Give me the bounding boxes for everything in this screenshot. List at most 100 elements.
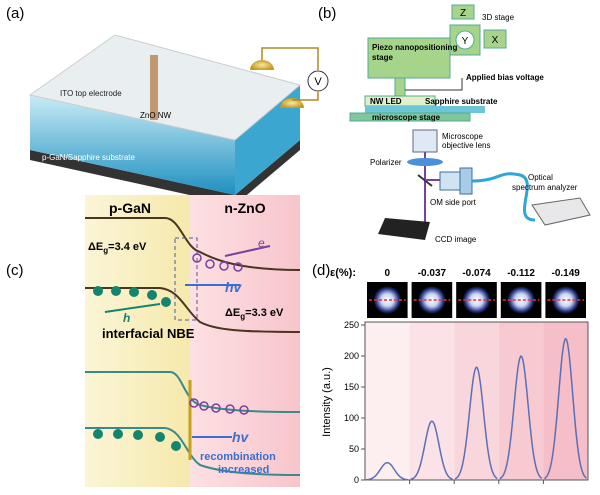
strain-title: ε(%):: [330, 267, 356, 279]
piezo-stage: [367, 37, 451, 79]
analyzer: [531, 197, 591, 226]
column-bg: [409, 322, 455, 480]
photon-label: hv: [225, 279, 243, 295]
polarizer: [407, 158, 443, 166]
y-tick-label: 0: [354, 475, 359, 485]
intensity-peak: [410, 420, 453, 481]
voltmeter: [307, 70, 329, 92]
axis-label: Z: [460, 8, 466, 19]
ccd-label: CCD image: [435, 235, 477, 244]
polarizer-label: Polarizer: [370, 158, 402, 167]
note: increased: [218, 464, 269, 476]
substrate-label: p-GaN/Sapphire substrate: [42, 153, 135, 162]
panel-label: (a): [6, 5, 24, 22]
bias-label: Applied bias voltage: [466, 73, 544, 82]
top-face: [28, 34, 302, 141]
side-face: [235, 85, 300, 195]
wire: [405, 78, 463, 91]
n-region: [190, 195, 300, 487]
emission-spot: [507, 286, 536, 314]
arrow: [224, 245, 271, 257]
front-face: [30, 95, 235, 195]
intensity-peak: [454, 366, 498, 480]
microscope-stage-label: microscope stage: [372, 113, 441, 122]
intensity-peak: [365, 461, 409, 481]
strain-label: 0: [385, 268, 391, 279]
y-tick-label: 200: [344, 351, 359, 361]
stage-block: [451, 4, 475, 20]
hole-label: h: [123, 311, 130, 325]
stage-knob: [455, 30, 475, 50]
y-axis-title: Intensity (a.u.): [321, 367, 333, 437]
gap-label: ΔEg=3.3 eV: [225, 307, 284, 321]
led-label: NW LED: [370, 97, 402, 106]
objective: [412, 129, 438, 153]
y-tick-label: 50: [349, 444, 359, 454]
band-edge: [85, 217, 301, 271]
y-tick-label: 150: [344, 382, 359, 392]
strain-label: -0.037: [418, 268, 447, 279]
holes: [93, 429, 181, 451]
panel-label: (b): [318, 5, 336, 22]
emission-spot: [373, 286, 402, 314]
electron-label: e: [258, 236, 265, 250]
interface-box: [174, 237, 198, 321]
electrons: [189, 398, 249, 415]
column-bg: [498, 322, 544, 480]
ito-label: ITO top electrode: [60, 89, 122, 98]
analyzer-label: Optical: [528, 173, 553, 182]
column-bg: [543, 322, 588, 480]
axis-label: X: [492, 35, 499, 46]
wire: [292, 92, 319, 101]
intensity-peak: [499, 355, 543, 480]
stage-label: 3D stage: [482, 13, 515, 22]
wire: [261, 47, 319, 70]
emission-spot: [417, 286, 446, 314]
microscope-stage: [349, 112, 471, 122]
panel-d: (d) ε(%): Intensity (a.u.) 0 -0.037 -0.074…: [312, 262, 589, 485]
electrons: [192, 253, 243, 272]
panel-label: (c): [6, 262, 24, 279]
column-bg: [454, 322, 499, 480]
analyzer-label: spectrum analyzer: [512, 183, 578, 192]
electrode: [250, 60, 274, 70]
n-label: n-ZnO: [224, 200, 265, 216]
side-port: [459, 167, 473, 195]
emission-spot: [462, 286, 491, 314]
strain-label: -0.112: [507, 268, 535, 279]
y-tick-label: 250: [344, 320, 359, 330]
objective-label: objective lens: [442, 141, 490, 150]
panel-b: (b) Z Y X 3D stage Piezo nanopositioning…: [318, 4, 591, 244]
photon-label: hv: [232, 429, 250, 445]
ccd-camera: [378, 218, 430, 240]
nanowire-label: ZnO NW: [140, 111, 172, 120]
nanowire: [150, 55, 158, 120]
y-tick-label: 100: [344, 413, 359, 423]
p-label: p-GaN: [109, 200, 151, 216]
column-bg: [365, 322, 410, 480]
piezo-label: Piezo nanopositioning: [372, 43, 457, 52]
panel-a: (a) V ITO top electrode ZnO NW p-GaN/Sap…: [6, 5, 329, 205]
interface-label: interfacial NBE: [102, 326, 195, 341]
arrow: [104, 303, 161, 313]
piezo-label: stage: [372, 53, 393, 62]
plot-frame: [364, 321, 589, 481]
objective-label: Microscope: [442, 132, 483, 141]
intensity-peak: [543, 337, 587, 480]
holes: [93, 286, 171, 307]
gap-label: ΔEg=3.4 eV: [88, 241, 147, 255]
strain-label: -0.074: [462, 268, 491, 279]
band-edge: [85, 427, 301, 476]
note: recombination: [200, 451, 276, 463]
sapphire: [365, 106, 485, 113]
meter-label: V: [314, 76, 322, 88]
axis-label: Y: [462, 36, 469, 47]
stage-block: [483, 29, 507, 49]
side-port-label: OM side port: [430, 198, 477, 207]
sapphire-label: Sapphire substrate: [425, 97, 498, 106]
emission-spot: [551, 286, 580, 314]
panel-label: (d): [312, 262, 330, 279]
fiber: [471, 172, 536, 222]
arm: [394, 77, 406, 97]
